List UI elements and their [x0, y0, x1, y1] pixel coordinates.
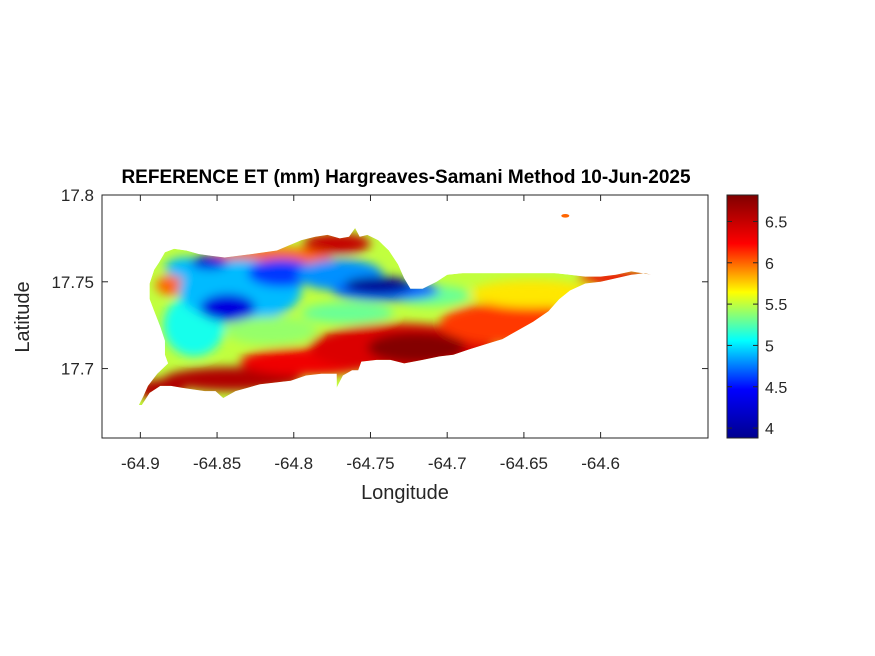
y-tick-label: 17.75	[51, 273, 94, 292]
value-region	[224, 316, 317, 345]
value-region	[302, 233, 371, 255]
x-tick-label: -64.6	[581, 454, 620, 473]
x-tick-label: -64.7	[428, 454, 467, 473]
x-axis-ticks: -64.9 -64.85 -64.8 -64.75 -64.7 -64.65 -64.6	[121, 195, 620, 473]
islets-layer	[561, 214, 570, 218]
x-tick-label: -64.65	[500, 454, 548, 473]
colorbar-gradient	[726, 194, 759, 439]
x-tick-label: -64.9	[121, 454, 160, 473]
colorbar-tick-label: 6	[765, 256, 774, 273]
colorbar-ticks: 4 4.5 5 5.5 6 6.5	[727, 214, 787, 438]
x-tick-label: -64.85	[193, 454, 241, 473]
value-region	[301, 302, 394, 324]
colorbar-tick-label: 4	[765, 421, 774, 438]
y-axis-ticks: 17.7 17.75 17.8	[51, 186, 708, 379]
value-region	[191, 255, 228, 270]
islet	[561, 214, 570, 218]
x-axis-label: Longitude	[361, 482, 449, 504]
value-region	[247, 259, 316, 287]
colorbar-tick-label: 5	[765, 338, 774, 355]
map-title: REFERENCE ET (mm) Hargreaves-Samani Meth…	[121, 167, 691, 188]
colorbar-tick-label: 4.5	[765, 380, 787, 397]
value-region	[200, 293, 256, 322]
y-tick-label: 17.7	[61, 360, 94, 379]
colorbar: 4 4.5 5 5.5 6 6.5	[726, 194, 787, 439]
island-layer	[138, 214, 652, 405]
colorbar-tick-label: 5.5	[765, 297, 787, 314]
value-region	[367, 332, 466, 364]
value-region	[344, 276, 413, 294]
plot-area: -64.9 -64.85 -64.8 -64.75 -64.7 -64.65 -64.6 1…	[51, 186, 709, 473]
y-axis-label: Latitude	[12, 281, 34, 352]
colorbar-tick-label: 6.5	[765, 214, 787, 231]
value-regions	[138, 233, 652, 400]
x-tick-label: -64.8	[274, 454, 313, 473]
y-tick-label: 17.8	[61, 186, 94, 205]
x-tick-label: -64.75	[346, 454, 394, 473]
